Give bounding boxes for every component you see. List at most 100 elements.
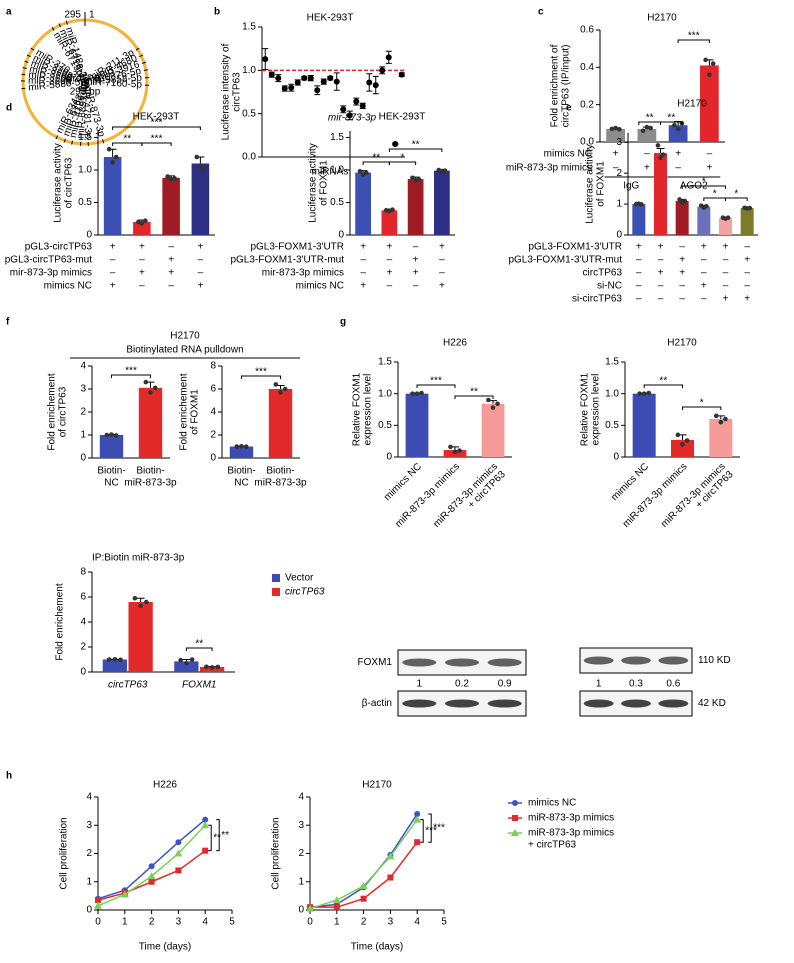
condition-sign: – — [679, 281, 685, 292]
data-point — [104, 432, 110, 438]
significance-bracket — [681, 185, 726, 189]
x-tick-label: miR-873-3p — [124, 478, 177, 489]
condition-sign: – — [413, 281, 419, 292]
condition-sign: – — [679, 242, 685, 253]
y-tick-label: 0.2 — [580, 99, 594, 110]
blot-band — [487, 699, 522, 708]
data-point — [613, 125, 618, 131]
blot-size: 42 KD — [698, 698, 726, 709]
condition-label: si-NC — [597, 281, 622, 292]
legend-label: mimics NC — [528, 798, 576, 809]
data-point — [168, 176, 174, 182]
y-axis-label: of FOXM1 — [190, 389, 201, 435]
y-tick-label: 6 — [210, 384, 216, 395]
condition-label: mimics NC — [296, 281, 344, 292]
x-axis-label: Time (days) — [351, 942, 403, 953]
data-point — [148, 878, 155, 885]
condition-sign: + — [197, 281, 203, 292]
data-point — [333, 78, 340, 85]
binding-site — [22, 67, 27, 69]
blot-band — [402, 658, 437, 667]
x-tick-label: Biotin- — [97, 466, 125, 477]
band-ratio: 0.6 — [666, 679, 680, 690]
panel-letter: h — [6, 771, 12, 782]
significance-label: * — [700, 398, 704, 409]
binding-site — [26, 54, 31, 58]
condition-sign: + — [439, 281, 445, 292]
y-tick-label: 2 — [616, 168, 622, 179]
data-point — [94, 901, 102, 909]
chart-title: H2170 — [667, 338, 697, 349]
series-line — [309, 813, 418, 908]
data-point — [202, 847, 209, 854]
x-tick-label: 0 — [95, 917, 101, 928]
condition-sign: + — [658, 268, 664, 279]
data-point — [410, 391, 415, 396]
mirna-label: miR-320b — [28, 70, 73, 86]
bar — [405, 393, 429, 457]
y-tick-label: 0.5 — [330, 197, 344, 208]
significance-bracket — [208, 824, 212, 852]
bar — [128, 602, 153, 672]
significance-label: * — [401, 153, 405, 164]
condition-label: si-circTP63 — [572, 294, 622, 305]
condition-sign: + — [613, 149, 619, 160]
blot-size: 110 KD — [698, 655, 731, 666]
mirna-label: miR-4781-3p — [79, 81, 93, 140]
data-point — [243, 444, 249, 450]
condition-label: pGL3-circTP63-mut — [5, 255, 92, 266]
length-label: 295 bp — [70, 87, 101, 98]
y-tick-label: 0.5 — [605, 420, 619, 431]
x-tick-label: miR-873-3p mimics — [659, 461, 728, 530]
bar — [668, 125, 688, 142]
condition-sign: – — [679, 294, 685, 305]
condition-sign: + — [723, 294, 729, 305]
condition-sign: – — [636, 268, 642, 279]
significance-bracket — [725, 197, 748, 201]
y-tick-label: 8 — [80, 567, 86, 578]
condition-sign: + — [413, 255, 419, 266]
data-point — [294, 79, 301, 86]
data-point — [398, 71, 405, 78]
y-tick-label: 8 — [210, 361, 216, 372]
data-point — [143, 218, 148, 223]
bar — [138, 387, 163, 458]
data-point — [410, 175, 415, 181]
center-label: circTP63 — [65, 74, 105, 85]
y-tick-label: 2 — [86, 848, 92, 859]
data-point — [198, 164, 203, 170]
data-point — [644, 124, 650, 130]
binding-site — [24, 60, 29, 63]
x-tick-label: 3 — [176, 917, 182, 928]
binding-site — [139, 54, 144, 58]
condition-label: pGL3-FOXM1-3′UTR — [250, 242, 344, 253]
significance-bracket — [111, 374, 151, 378]
data-point — [175, 839, 182, 846]
significance-label: ** — [213, 833, 221, 844]
bar — [632, 204, 646, 235]
bar — [133, 222, 151, 235]
y-tick-label: 0.0 — [580, 137, 594, 148]
legend-swatch — [272, 588, 280, 596]
data-point — [359, 102, 366, 109]
panel-letter: c — [538, 7, 544, 18]
data-point — [307, 75, 314, 82]
y-tick-label: 0.6 — [580, 25, 594, 36]
data-point — [710, 61, 716, 66]
y-tick-label: 0 — [298, 905, 304, 916]
condition-sign: – — [139, 255, 145, 266]
mirna-label: miR-7160-5p — [84, 77, 143, 91]
data-point — [138, 603, 143, 609]
data-point — [723, 416, 728, 422]
data-point — [646, 390, 652, 396]
significance-label: ** — [470, 387, 478, 398]
condition-sign: + — [139, 242, 145, 253]
chart-title: H2170 — [170, 331, 200, 342]
data-point — [682, 198, 688, 204]
condition-sign: – — [701, 255, 707, 266]
y-tick-label: 0.5 — [242, 108, 256, 119]
y-tick-label: 0 — [86, 905, 92, 916]
condition-sign: + — [110, 242, 116, 253]
y-tick-label: 1 — [298, 876, 304, 887]
data-point — [215, 664, 221, 670]
